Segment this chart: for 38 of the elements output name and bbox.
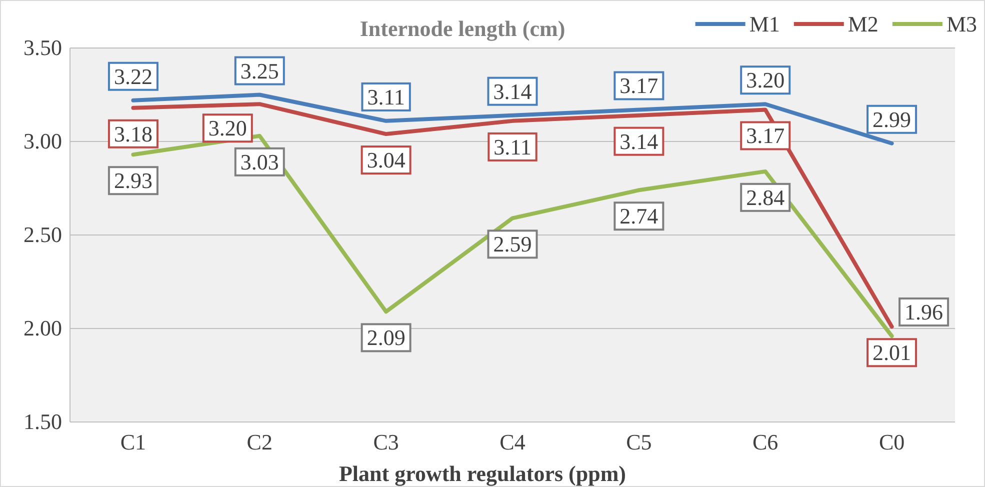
legend-label: M3 xyxy=(946,12,977,36)
data-label: 1.96 xyxy=(904,299,944,324)
data-label: 3.14 xyxy=(493,78,532,104)
x-tick-label: C6 xyxy=(752,430,778,455)
y-tick-label: 3.50 xyxy=(24,35,62,60)
x-axis-title: Plant growth regulators (ppm) xyxy=(338,461,626,486)
y-tick-label: 2.50 xyxy=(24,222,62,248)
data-label: 3.17 xyxy=(620,73,658,98)
y-tick-label: 3.00 xyxy=(24,128,62,154)
y-tick-label: 1.50 xyxy=(24,409,62,434)
data-label: 3.04 xyxy=(366,148,406,173)
data-label: 3.14 xyxy=(620,128,658,154)
data-label: 3.22 xyxy=(114,64,152,89)
data-label: 2.74 xyxy=(620,204,658,229)
x-tick-label: C0 xyxy=(878,430,905,455)
y-tick-label: 2.00 xyxy=(24,316,62,341)
chart-title: Internode length (cm) xyxy=(360,16,566,41)
data-label: 2.93 xyxy=(114,168,152,194)
data-label: 3.18 xyxy=(114,121,152,146)
data-label: 3.11 xyxy=(367,84,405,110)
data-label: 2.59 xyxy=(493,232,532,257)
x-tick-label: C1 xyxy=(120,430,146,455)
data-label: 3.11 xyxy=(494,134,532,160)
data-label: 3.25 xyxy=(240,58,279,84)
data-label: 3.03 xyxy=(240,149,279,174)
x-tick-label: C3 xyxy=(373,430,399,455)
legend-label: M2 xyxy=(848,12,878,36)
data-label: 2.99 xyxy=(872,106,912,132)
data-label: 3.17 xyxy=(746,123,785,148)
data-label: 2.84 xyxy=(746,184,785,210)
data-label: 2.01 xyxy=(872,340,912,366)
x-tick-label: C4 xyxy=(500,430,526,455)
x-tick-label: C2 xyxy=(246,430,272,455)
data-label: 3.20 xyxy=(208,116,247,141)
data-label: 3.20 xyxy=(746,68,785,93)
x-tick-label: C5 xyxy=(626,430,652,455)
data-label: 2.09 xyxy=(366,325,406,350)
legend-label: M1 xyxy=(749,12,780,36)
